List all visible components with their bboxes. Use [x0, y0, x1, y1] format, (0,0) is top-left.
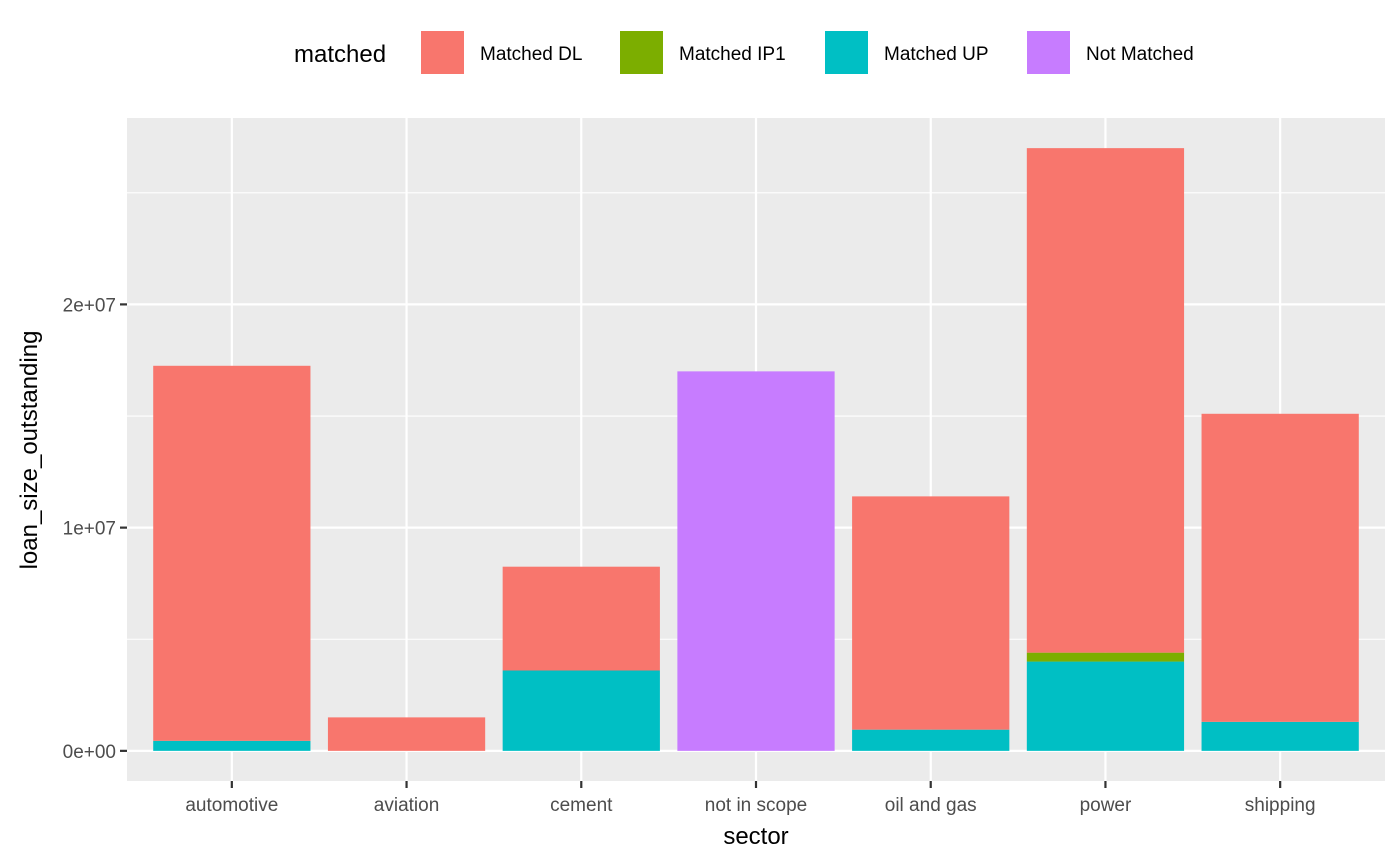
legend-label: Matched IP1 [679, 44, 786, 65]
legend-label: Not Matched [1086, 44, 1194, 65]
x-tick-label: power [1080, 795, 1132, 816]
bars [153, 148, 1359, 751]
legend-title: matched [294, 41, 386, 68]
y-tick-label: 1e+07 [63, 519, 116, 540]
bar-segment-matched-up [1026, 661, 1185, 751]
legend-label: Matched UP [884, 44, 989, 65]
y-tick-label: 0e+00 [63, 742, 116, 763]
x-axis: automotive aviation cement not in scope oil … [185, 781, 1316, 816]
bar-segment-not-matched [677, 371, 835, 751]
x-tick-label: cement [550, 795, 613, 816]
bar-segment-matched-dl [852, 496, 1010, 730]
y-tick-label: 2e+07 [63, 295, 116, 316]
x-tick-label: oil and gas [885, 795, 977, 816]
legend: matched Matched DL Matched IP1 Matched UP N… [294, 31, 1194, 74]
legend-label: Matched DL [480, 44, 582, 65]
y-axis: 0e+00 1e+07 2e+07 [63, 295, 127, 763]
x-tick-label: aviation [374, 795, 440, 816]
bar-segment-matched-up [502, 670, 660, 751]
x-axis-title: sector [723, 823, 788, 850]
bar-segment-matched-up [153, 740, 311, 751]
bar-segment-matched-ip1 [1026, 652, 1185, 662]
legend-key [620, 31, 663, 74]
y-axis-title: loan_size_outstanding [16, 331, 43, 570]
legend-key [421, 31, 464, 74]
bar-segment-matched-dl [153, 365, 311, 741]
bar-segment-matched-up [1201, 721, 1359, 751]
x-tick-label: shipping [1245, 795, 1316, 816]
bar-segment-matched-up [852, 729, 1010, 751]
legend-key [825, 31, 868, 74]
bar-segment-matched-dl [1201, 413, 1359, 722]
bar-segment-matched-dl [327, 717, 486, 751]
x-tick-label: automotive [185, 795, 278, 816]
bar-segment-matched-dl [1026, 148, 1185, 653]
legend-key [1027, 31, 1070, 74]
x-tick-label: not in scope [705, 795, 807, 816]
bar-segment-matched-dl [502, 566, 660, 671]
